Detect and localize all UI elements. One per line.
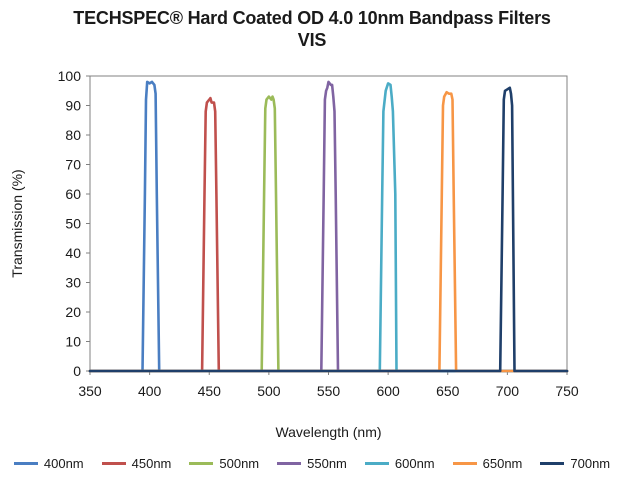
x-tick-label: 600 bbox=[376, 383, 400, 399]
legend-label: 550nm bbox=[307, 456, 347, 471]
series-line-650nm bbox=[88, 90, 569, 373]
y-tick-label: 80 bbox=[65, 127, 81, 143]
plot-frame bbox=[89, 75, 568, 372]
y-tick-label: 100 bbox=[58, 68, 82, 84]
y-tick-label: 50 bbox=[65, 216, 81, 232]
x-tick-label: 350 bbox=[78, 383, 102, 399]
legend-item-550nm: 550nm bbox=[277, 456, 347, 471]
x-tick-label: 750 bbox=[555, 383, 579, 399]
y-tick-label: 30 bbox=[65, 275, 81, 291]
legend-item-650nm: 650nm bbox=[452, 456, 523, 471]
legend-label: 500nm bbox=[219, 456, 260, 471]
legend-item-700nm: 700nm bbox=[540, 456, 610, 471]
legend-swatch bbox=[452, 462, 477, 465]
y-tick-label: 20 bbox=[65, 304, 81, 320]
series-line-450nm bbox=[88, 96, 569, 373]
legend-label: 600nm bbox=[394, 456, 435, 471]
series-line-500nm bbox=[88, 95, 569, 373]
x-tick-label: 500 bbox=[257, 383, 281, 399]
legend-item-500nm: 500nm bbox=[189, 456, 259, 471]
x-tick-label: 400 bbox=[138, 383, 162, 399]
legend-label: 400nm bbox=[43, 456, 84, 471]
legend-label: 450nm bbox=[131, 456, 172, 471]
legend-swatch bbox=[101, 462, 126, 465]
legend-swatch bbox=[189, 462, 214, 465]
legend-swatch bbox=[364, 462, 389, 465]
series-line-550nm bbox=[88, 80, 569, 373]
y-tick-label: 60 bbox=[65, 186, 81, 202]
legend-item-600nm: 600nm bbox=[364, 456, 435, 471]
x-tick-label: 550 bbox=[317, 383, 341, 399]
chart-title: TECHSPEC® Hard Coated OD 4.0 10nm Bandpa… bbox=[73, 8, 551, 28]
y-tick-label: 0 bbox=[73, 363, 81, 379]
legend: 400nm 450nm 500nm 550nm 600nm 650nm 700nm bbox=[0, 456, 624, 471]
x-tick-label: 650 bbox=[436, 383, 460, 399]
series-line-400nm bbox=[88, 80, 569, 373]
legend-label: 700nm bbox=[570, 456, 611, 471]
legend-swatch bbox=[540, 462, 565, 465]
y-axis-label: Transmission (%) bbox=[9, 169, 25, 277]
x-tick-label: 450 bbox=[198, 383, 222, 399]
series-line-700nm bbox=[88, 86, 569, 373]
legend-swatch bbox=[13, 462, 38, 465]
x-tick-label: 700 bbox=[496, 383, 520, 399]
y-tick-label: 90 bbox=[65, 98, 81, 114]
y-tick-label: 10 bbox=[65, 334, 81, 350]
y-tick-label: 40 bbox=[65, 245, 81, 261]
legend-item-450nm: 450nm bbox=[101, 456, 172, 471]
legend-label: 650nm bbox=[482, 456, 523, 471]
legend-item-400nm: 400nm bbox=[13, 456, 84, 471]
series-line-600nm bbox=[88, 82, 569, 373]
chart-subtitle: VIS bbox=[297, 30, 327, 50]
chart: 0 10 20 30 40 50 60 70 80 90 100 350 400 450 500 550 600… bbox=[9, 68, 579, 440]
x-axis-label: Wavelength (nm) bbox=[275, 424, 381, 440]
y-tick-label: 70 bbox=[65, 157, 81, 173]
legend-swatch bbox=[277, 462, 302, 465]
